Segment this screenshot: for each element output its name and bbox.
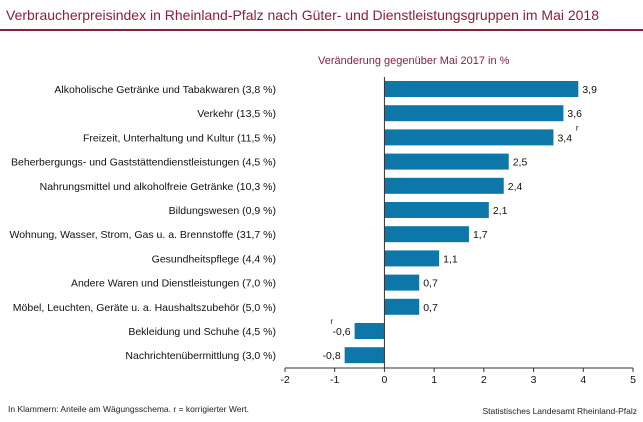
title-divider	[0, 29, 643, 31]
value-label: 1,7	[473, 229, 488, 241]
category-label: Möbel, Leuchten, Geräte u. a. Haushaltsz…	[13, 302, 276, 314]
bar	[384, 226, 469, 243]
x-tick-label: 4	[580, 374, 586, 386]
x-tick-label: 2	[481, 374, 487, 386]
category-label: Beherbergungs- und Gaststättendienstleis…	[11, 157, 276, 169]
corrected-marker: r	[576, 123, 579, 132]
category-label: Alkoholische Getränke und Tabakwaren (3,…	[54, 84, 276, 96]
value-label: 1,1	[443, 253, 458, 265]
category-label: Nachrichtenübermittlung (3,0 %)	[125, 350, 276, 362]
value-label: 3,6	[567, 108, 582, 120]
x-tick-label: -1	[330, 374, 339, 386]
x-tick-label: 5	[630, 374, 636, 386]
bar	[384, 81, 579, 97]
value-label: -0,6	[333, 326, 351, 338]
category-label: Freizeit, Unterhaltung und Kultur (11,5 …	[83, 132, 276, 144]
value-label: 0,7	[423, 278, 438, 290]
x-tick-label: -2	[280, 374, 289, 386]
x-axis: -2 -1 0 1 2 3 4 5	[280, 77, 636, 386]
chart-subtitle: Veränderung gegenüber Mai 2017 in %	[318, 55, 510, 67]
x-tick-label: 0	[382, 374, 388, 386]
page-title: Verbraucherpreisindex in Rheinland-Pfalz…	[6, 7, 600, 23]
value-label: 2,1	[493, 205, 508, 217]
bar	[384, 250, 440, 267]
footnote: In Klammern: Anteile am Wägungsschema. r…	[8, 404, 250, 414]
bar	[354, 323, 385, 339]
labels-layer: Alkoholische Getränke und Tabakwaren (3,…	[9, 84, 597, 362]
x-tick-label: 3	[531, 374, 537, 386]
value-label: -0,8	[323, 350, 341, 362]
bar	[384, 129, 554, 146]
bar	[384, 153, 509, 170]
category-label: Andere Waren und Dienstleistungen (7,0 %…	[71, 278, 276, 290]
corrected-marker: r	[330, 317, 333, 326]
bars-layer	[344, 81, 579, 364]
category-label: Bildungswesen (0,9 %)	[169, 205, 276, 217]
value-label: 3,4	[557, 132, 572, 144]
category-label: Verkehr (13,5 %)	[197, 108, 276, 120]
category-label: Bekleidung und Schuhe (4,5 %)	[128, 326, 276, 338]
x-tick-label: 1	[431, 374, 437, 386]
bar	[384, 105, 564, 122]
value-label: 0,7	[423, 302, 438, 314]
category-label: Gesundheitspflege (4,4 %)	[152, 253, 276, 265]
value-label: 3,9	[582, 84, 597, 96]
bar	[344, 347, 385, 364]
category-label: Nahrungsmittel und alkoholfreie Getränke…	[40, 181, 276, 193]
bar	[384, 274, 420, 291]
value-label: 2,5	[513, 157, 528, 169]
value-label: 2,4	[508, 181, 523, 193]
category-label: Wohnung, Wasser, Strom, Gas u. a. Brenns…	[9, 229, 276, 241]
bar	[384, 298, 420, 315]
bar	[384, 177, 504, 194]
bar	[384, 202, 489, 218]
source-note: Statistisches Landesamt Rheinland-Pfalz	[482, 406, 638, 416]
